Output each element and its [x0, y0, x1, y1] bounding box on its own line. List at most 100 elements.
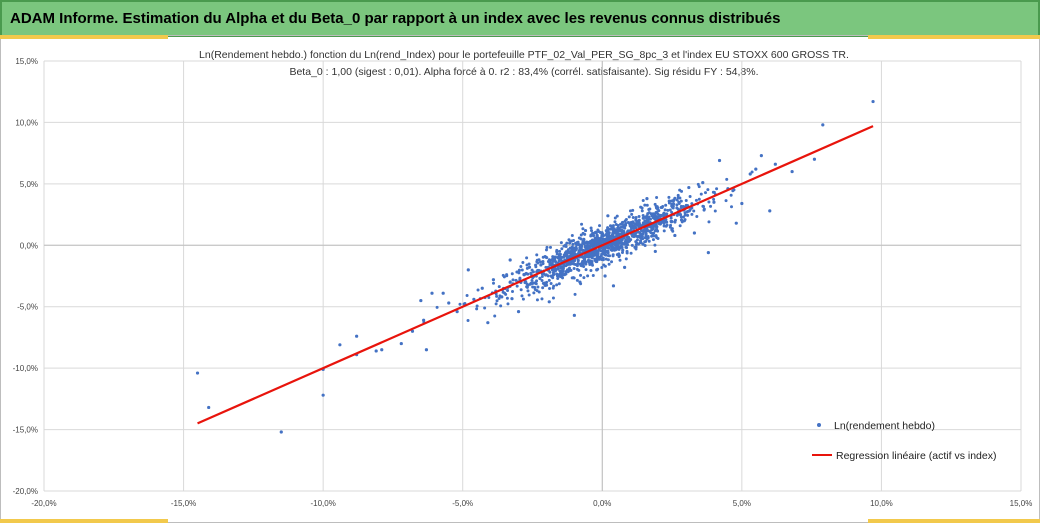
scatter-point	[525, 263, 529, 267]
scatter-point	[529, 271, 533, 275]
scatter-point	[506, 289, 510, 293]
scatter-point	[641, 198, 645, 202]
scatter-point	[577, 249, 581, 253]
scatter-point	[702, 204, 706, 208]
y-tick-label: 5,0%	[20, 180, 38, 189]
scatter-point	[683, 218, 687, 222]
scatter-point	[525, 285, 529, 289]
frame-corner-accent	[0, 35, 168, 39]
scatter-point	[517, 269, 521, 273]
scatter-point	[619, 241, 623, 245]
scatter-point	[709, 204, 713, 208]
report-title: ADAM Informe. Estimation du Alpha et du …	[10, 10, 781, 27]
scatter-point	[581, 227, 585, 231]
scatter-point	[571, 242, 575, 246]
scatter-point	[687, 209, 691, 213]
scatter-point	[466, 318, 470, 322]
scatter-point	[634, 216, 638, 220]
scatter-point	[673, 233, 677, 238]
scatter-point	[596, 228, 600, 232]
scatter-point	[629, 221, 633, 225]
scatter-point	[562, 255, 566, 259]
x-tick-label: -10,0%	[310, 499, 335, 508]
scatter-point	[550, 275, 554, 279]
scatter-point	[706, 188, 710, 192]
scatter-point	[600, 231, 604, 235]
scatter-point	[498, 294, 502, 298]
scatter-point	[380, 348, 384, 352]
scatter-point	[591, 274, 595, 278]
scatter-point	[618, 258, 622, 262]
x-tick-label: -20,0%	[31, 499, 56, 508]
scatter-point	[640, 206, 644, 210]
scatter-point	[692, 209, 696, 213]
scatter-point	[537, 290, 541, 294]
scatter-point	[622, 236, 626, 240]
scatter-point	[491, 278, 496, 282]
scatter-point	[606, 214, 610, 218]
scatter-point	[606, 246, 610, 250]
scatter-point	[748, 172, 752, 176]
regression-line	[197, 125, 874, 425]
scatter-point	[590, 253, 594, 257]
scatter-point	[455, 310, 459, 314]
scatter-point	[624, 242, 628, 246]
y-tick-label: -5,0%	[17, 303, 38, 312]
scatter-point	[688, 194, 692, 198]
scatter-point	[495, 299, 499, 303]
scatter-point	[577, 236, 581, 240]
scatter-point	[532, 281, 536, 285]
scatter-point	[526, 289, 530, 293]
scatter-point	[572, 238, 576, 242]
scatter-point	[603, 264, 607, 268]
scatter-point	[497, 285, 501, 289]
scatter-point	[648, 207, 652, 211]
scatter-point	[605, 236, 609, 240]
scatter-point	[615, 214, 619, 218]
scatter-point	[534, 263, 538, 267]
scatter-point	[692, 231, 697, 235]
scatter-point	[501, 273, 505, 277]
scatter-point	[696, 182, 700, 186]
scatter-point	[566, 249, 570, 253]
scatter-point	[690, 212, 694, 216]
scatter-point	[656, 236, 660, 240]
scatter-point	[628, 209, 632, 213]
scatter-point	[540, 278, 544, 282]
scatter-point	[574, 247, 578, 251]
scatter-point	[548, 287, 552, 291]
scatter-point	[595, 237, 599, 241]
scatter-point	[525, 256, 529, 260]
scatter-point	[603, 274, 607, 278]
scatter-point	[677, 200, 681, 204]
scatter-point	[580, 222, 584, 226]
scatter-point	[551, 286, 555, 290]
scatter-point	[472, 297, 476, 301]
scatter-point	[681, 215, 685, 219]
scatter-point	[321, 393, 325, 397]
scatter-point	[564, 269, 568, 273]
scatter-point	[605, 233, 609, 237]
scatter-point	[768, 209, 772, 213]
scatter-point	[355, 334, 359, 338]
scatter-point	[535, 253, 539, 257]
scatter-point	[597, 247, 601, 251]
legend-label-scatter: Ln(rendement hebdo)	[834, 420, 935, 432]
scatter-point	[597, 255, 601, 259]
scatter-point	[676, 193, 680, 197]
scatter-point	[547, 300, 551, 304]
scatter-point	[612, 228, 616, 232]
scatter-point	[660, 206, 664, 210]
scatter-point	[573, 263, 577, 267]
scatter-point	[573, 292, 577, 296]
scatter-point	[685, 210, 689, 214]
scatter-point	[610, 226, 614, 230]
scatter-point	[678, 188, 682, 192]
scatter-point	[607, 262, 611, 266]
scatter-point	[549, 263, 553, 267]
scatter-point	[601, 256, 605, 260]
scatter-point	[623, 265, 627, 269]
y-tick-label: 0,0%	[20, 241, 38, 250]
scatter-point	[582, 237, 586, 241]
